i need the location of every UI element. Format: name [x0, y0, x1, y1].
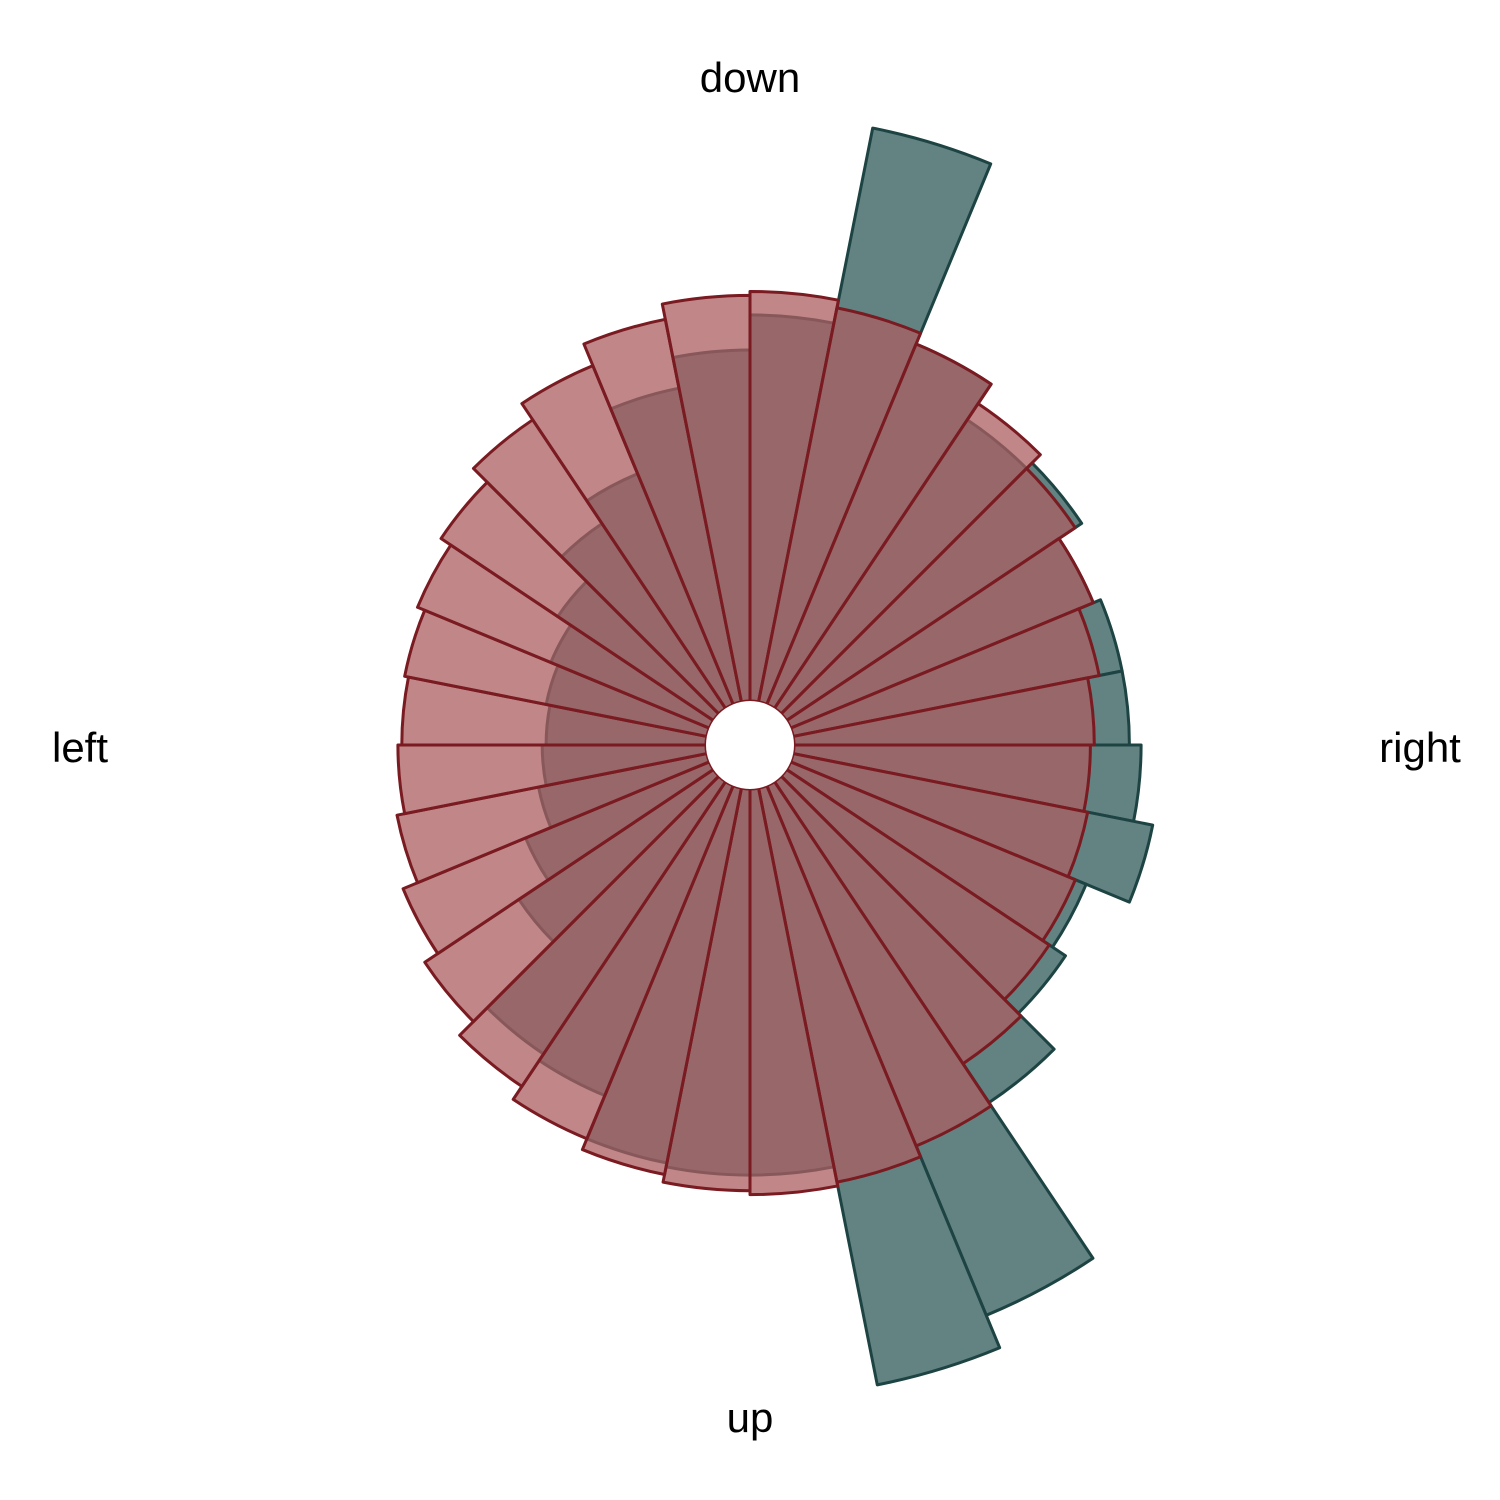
direction-label-top: down: [700, 54, 800, 101]
bars-layer: [395, 126, 1155, 1387]
direction-label-left: left: [52, 724, 108, 771]
direction-label-right: right: [1379, 724, 1461, 771]
center-hole: [706, 701, 794, 789]
direction-label-bottom: up: [727, 1394, 774, 1441]
